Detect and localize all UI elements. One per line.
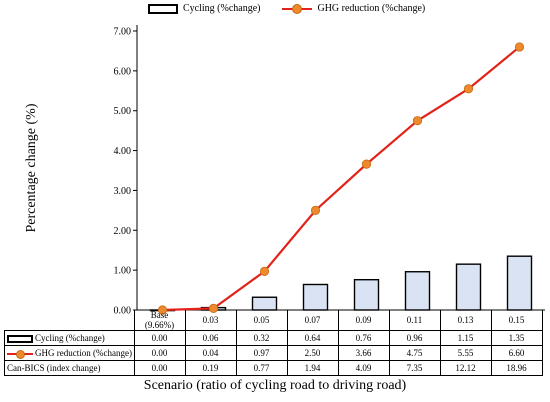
- category-label: 0.05: [235, 310, 288, 331]
- table-cell: 0.32: [235, 330, 288, 346]
- category-label: 0.11: [388, 310, 441, 331]
- table-cell: 4.09: [337, 360, 390, 376]
- legend-label-cycling: Cycling (%change): [183, 3, 261, 14]
- legend-item-cycling: Cycling (%change): [148, 3, 260, 14]
- data-table: Base (9.66%) 0.03 0.05 0.07 0.09 0.11 0.13 0.15 …: [4, 310, 543, 376]
- row-header: Cycling (%change): [4, 330, 135, 346]
- table-cell: 0.96: [388, 330, 441, 346]
- ghg-point: [412, 116, 423, 126]
- ghg-line: [162, 46, 521, 312]
- table-cell: 18.96: [490, 360, 543, 376]
- bar: [353, 279, 380, 311]
- bar: [404, 271, 431, 311]
- table-cell: 0.64: [286, 330, 339, 346]
- y-axis-label: Percentage change (%): [24, 103, 39, 233]
- ghg-point: [463, 84, 474, 94]
- table-cell: 0.00: [133, 345, 186, 361]
- table-cell: 5.55: [439, 345, 492, 361]
- ghg-point: [310, 205, 321, 215]
- category-label: 0.15: [490, 310, 543, 331]
- bar: [506, 255, 533, 311]
- ghg-point: [259, 266, 270, 276]
- table-row: Cycling (%change) 0.00 0.06 0.32 0.64 0.76 0.9…: [4, 330, 543, 346]
- table-cell: 12.12: [439, 360, 492, 376]
- table-cell: 1.35: [490, 330, 543, 346]
- table-cell: 1.94: [286, 360, 339, 376]
- table-cell: 3.66: [337, 345, 390, 361]
- bar: [302, 283, 329, 311]
- y-tick-label: 2.00: [114, 226, 132, 237]
- x-axis-label: Scenario (ratio of cycling road to drivi…: [143, 378, 407, 393]
- table-cell: 0.19: [184, 360, 237, 376]
- table-corner: [5, 310, 135, 331]
- table-cell: 4.75: [388, 345, 441, 361]
- y-tick-label: 7.00: [114, 27, 132, 38]
- table-row: GHG reduction (%change) 0.00 0.04 0.97 2.50 3…: [4, 345, 543, 361]
- row-header: GHG reduction (%change): [4, 345, 135, 361]
- table-cell: 0.76: [337, 330, 390, 346]
- y-tick-label: 1.00: [114, 266, 132, 277]
- y-tick-label: 5.00: [114, 106, 132, 117]
- ghg-point: [514, 42, 525, 52]
- y-tick-label: 4.00: [114, 146, 132, 157]
- table-cell: 0.04: [184, 345, 237, 361]
- legend-line-swatch: [282, 3, 313, 14]
- table-cell: 0.00: [133, 330, 186, 346]
- row-key-swatch: [7, 349, 33, 359]
- category-label: 0.09: [337, 310, 390, 331]
- table-row: Can-BICS (index change) 0.00 0.19 0.77 1.94 4…: [4, 360, 543, 376]
- table-cell: 6.60: [490, 345, 543, 361]
- table-cell: 7.35: [388, 360, 441, 376]
- legend-bar-swatch: [148, 3, 178, 14]
- row-header: Can-BICS (index change): [4, 360, 135, 376]
- y-tick-label: 0.00: [114, 306, 132, 317]
- y-tick-label: 6.00: [114, 66, 132, 77]
- bar: [455, 263, 482, 311]
- table-cell: 1.15: [439, 330, 492, 346]
- bar-series: [149, 255, 533, 312]
- row-key-swatch: [7, 334, 33, 343]
- table-cell: 0.97: [235, 345, 288, 361]
- legend: Cycling (%change) GHG reduction (%change…: [148, 3, 425, 14]
- table-cell: 0.77: [235, 360, 288, 376]
- table-cell: 2.50: [286, 345, 339, 361]
- table-cell: 0.06: [184, 330, 237, 346]
- table-header-row: Base (9.66%) 0.03 0.05 0.07 0.09 0.11 0.13 0.15: [5, 310, 543, 331]
- legend-item-ghg: GHG reduction (%change): [282, 3, 425, 14]
- category-label: 0.07: [286, 310, 339, 331]
- category-label: 0.03: [184, 310, 237, 331]
- category-label: Base (9.66%): [133, 310, 186, 331]
- y-tick-label: 3.00: [114, 186, 132, 197]
- bar: [251, 296, 278, 311]
- table-cell: 0.00: [133, 360, 186, 376]
- category-label: 0.13: [439, 310, 492, 331]
- ghg-point: [361, 159, 372, 169]
- legend-label-ghg: GHG reduction (%change): [317, 3, 426, 14]
- line-series: [157, 42, 525, 315]
